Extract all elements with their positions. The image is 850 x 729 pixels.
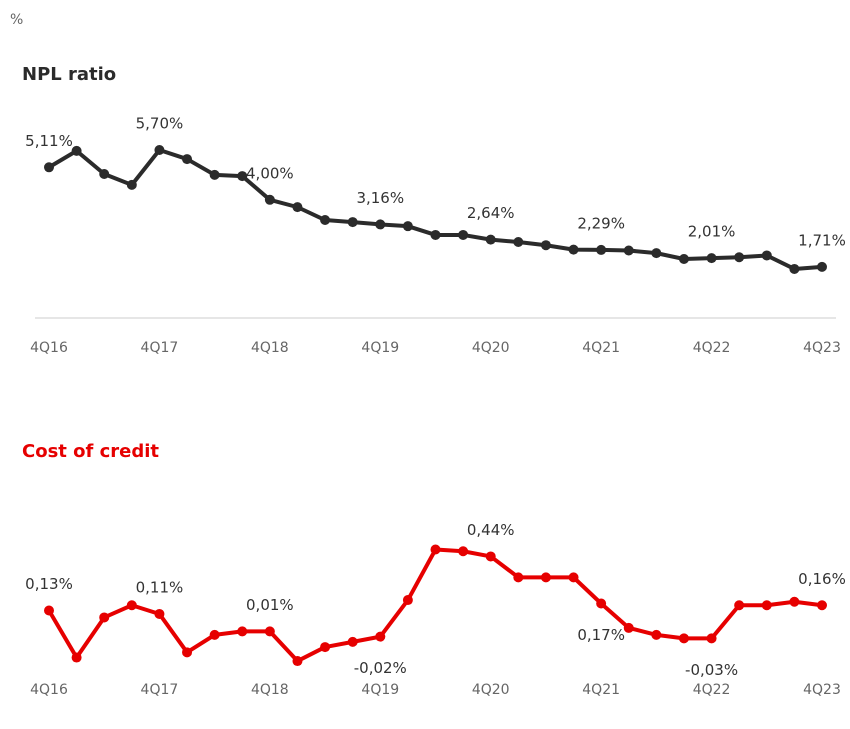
point xyxy=(513,236,524,247)
value-label: 4,00% xyxy=(246,164,294,182)
value-label: 0,11% xyxy=(136,578,184,596)
point xyxy=(320,642,331,653)
point xyxy=(540,240,551,251)
point xyxy=(678,633,689,644)
x-tick-label: 4Q16 xyxy=(30,340,68,356)
value-label: 1,71% xyxy=(798,231,846,249)
point xyxy=(623,622,634,633)
point xyxy=(734,252,745,263)
value-label: 0,16% xyxy=(798,570,846,588)
line xyxy=(47,547,823,664)
point xyxy=(761,600,772,611)
point xyxy=(154,144,165,155)
point xyxy=(182,154,193,165)
point xyxy=(71,145,82,156)
x-tick-label: 4Q21 xyxy=(582,682,620,698)
point xyxy=(44,605,54,616)
point xyxy=(817,600,827,611)
point xyxy=(817,261,827,272)
x-tick-label: 4Q20 xyxy=(472,682,510,698)
point xyxy=(485,551,496,562)
point xyxy=(375,631,386,642)
point xyxy=(623,245,634,256)
point xyxy=(789,263,800,274)
x-tick-label: 4Q17 xyxy=(141,340,179,356)
point xyxy=(596,244,607,255)
point xyxy=(485,234,496,245)
point xyxy=(651,629,662,640)
point xyxy=(237,171,248,182)
point xyxy=(458,229,469,240)
point xyxy=(402,221,413,232)
value-label: 2,29% xyxy=(577,214,625,232)
x-tick-label: 4Q17 xyxy=(141,682,179,698)
point xyxy=(99,612,110,623)
point xyxy=(402,595,413,606)
point xyxy=(264,626,275,637)
chart-title: Cost of credit xyxy=(22,441,159,462)
point xyxy=(44,162,54,173)
x-tick-label: 4Q18 xyxy=(251,682,289,698)
value-label: 0,17% xyxy=(577,626,625,644)
point xyxy=(458,546,469,557)
point xyxy=(734,600,745,611)
x-tick-label: 4Q19 xyxy=(361,340,399,356)
line xyxy=(47,147,823,271)
point xyxy=(292,202,303,213)
value-label: 3,16% xyxy=(356,189,404,207)
x-tick-label: 4Q22 xyxy=(693,340,731,356)
point xyxy=(568,572,579,583)
point xyxy=(237,626,248,637)
point xyxy=(209,629,220,640)
point xyxy=(375,219,386,230)
value-label: -0,03% xyxy=(685,661,738,679)
point xyxy=(264,194,275,205)
x-tick-label: 4Q18 xyxy=(251,340,289,356)
chart-title: NPL ratio xyxy=(22,64,116,85)
point xyxy=(99,169,110,180)
point xyxy=(789,596,800,607)
point xyxy=(706,253,717,264)
value-label: 5,11% xyxy=(25,132,73,150)
point xyxy=(209,169,220,180)
x-tick-label: 4Q20 xyxy=(472,340,510,356)
x-tick-label: 4Q19 xyxy=(361,682,399,698)
point xyxy=(320,215,331,226)
point xyxy=(651,248,662,259)
point xyxy=(678,253,689,264)
point xyxy=(706,633,717,644)
unit-label: % xyxy=(10,12,23,28)
value-label: 0,01% xyxy=(246,596,294,614)
point xyxy=(596,598,607,609)
point xyxy=(347,217,358,228)
point xyxy=(761,250,772,261)
point xyxy=(568,244,579,255)
point xyxy=(540,572,551,583)
point xyxy=(182,647,193,658)
x-tick-label: 4Q22 xyxy=(693,682,731,698)
value-label: 5,70% xyxy=(136,114,184,132)
x-tick-label: 4Q23 xyxy=(803,340,841,356)
point xyxy=(347,636,358,647)
value-label: 2,64% xyxy=(467,204,515,222)
value-label: -0,02% xyxy=(354,659,407,677)
point xyxy=(71,652,82,663)
value-label: 2,01% xyxy=(688,223,736,241)
value-label: 0,44% xyxy=(467,521,515,539)
x-tick-label: 4Q23 xyxy=(803,682,841,698)
point xyxy=(126,179,137,190)
point xyxy=(292,656,303,667)
point xyxy=(154,608,165,619)
point xyxy=(513,572,524,583)
x-tick-label: 4Q21 xyxy=(582,340,620,356)
x-tick-label: 4Q16 xyxy=(30,682,68,698)
point xyxy=(126,600,137,611)
point xyxy=(430,544,441,555)
value-label: 0,13% xyxy=(25,575,73,593)
point xyxy=(430,229,441,240)
